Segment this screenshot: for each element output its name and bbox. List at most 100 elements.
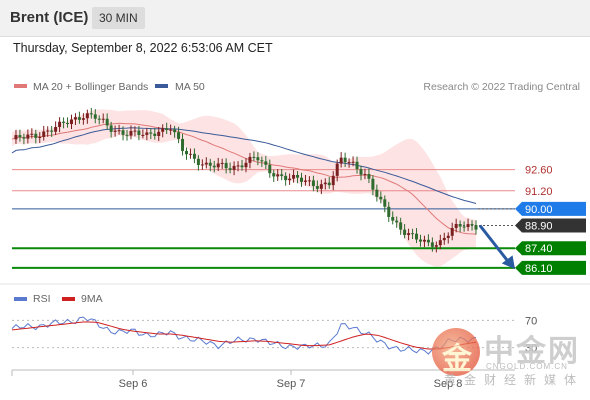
level-tag-88-90 [515,218,586,233]
candle-body [422,239,426,242]
timeframe-badge[interactable]: 30 MIN [92,7,145,29]
level-tag-87-40 [515,241,586,256]
candle-body [387,206,391,217]
rsi-ma-line [11,321,477,350]
candle-body [73,117,77,120]
legend-ma20-label: MA 20 + Bollinger Bands [33,81,148,93]
candle-body [228,168,232,170]
candle-body [85,113,89,119]
candle-body [161,128,165,132]
candle-body [379,196,383,200]
candle-body [204,162,208,165]
candle-body [280,174,284,176]
candle-body [184,150,188,155]
level-tag-90-00 [515,201,586,216]
candle-body [169,129,173,131]
candle-body [303,180,307,182]
candle-body [284,175,288,181]
watermark-url: CNGOLD.COM.CN [486,362,568,371]
candle-body [117,130,121,132]
candle-body [403,229,407,235]
projection-arrow-shaft [478,224,512,265]
candle-body [343,157,347,163]
legend-swatch-rsi [14,297,27,301]
candle-body [446,235,450,238]
candle-body [323,182,327,185]
candle-body [14,135,18,140]
candle-body [125,134,129,136]
candle-body [300,177,304,182]
projection-arrow-head-icon [501,255,515,270]
candle-body [268,164,272,174]
legend-swatch-rsi-ma [62,297,75,301]
candle-body [458,224,462,227]
candle-body [121,130,125,135]
candle-body [93,114,97,119]
chart-header: Brent (ICE) 30 MIN [0,0,590,37]
candle-body [359,169,363,175]
watermark-logo-icon: 金 [432,328,480,377]
candle-body [89,113,93,115]
candle-body [141,134,145,136]
candle-body [113,130,117,132]
candle-body [339,157,343,164]
candle-body [137,130,141,135]
candle-body [462,226,466,228]
candle-body [252,156,256,158]
candle-body [97,118,101,120]
candle-body [81,118,85,120]
level-label-92-60: 92.60 [525,165,553,177]
candle-body [327,182,331,186]
candle-body [383,199,387,207]
candle-body [232,165,236,170]
candle-body [69,119,73,125]
candle-body [363,174,367,176]
level-tag-text-88-90: 88.90 [525,221,553,233]
candle-body [407,233,411,235]
candle-body [411,233,415,235]
candle-body [77,117,81,120]
candle-body [236,165,240,167]
candle-body [426,239,430,243]
candle-body [292,174,296,179]
candle-body [149,132,153,134]
candle-body [375,189,379,197]
candle-body [474,225,478,230]
candle-body [192,153,196,159]
candle-body [66,122,70,125]
candle-body [399,222,403,230]
candle-body [129,130,133,136]
candle-body [216,163,220,168]
candle-body [296,174,300,178]
candle-body [22,137,26,139]
candle-body [430,242,434,247]
candle-body [415,233,419,240]
candle-body [248,156,252,163]
candle-body [212,165,216,168]
ma20-line [11,122,477,235]
level-tag-text-87-40: 87.40 [525,243,553,255]
candle-body [418,239,422,242]
candle-body [391,216,395,221]
level-label-91-20: 91.20 [525,186,553,198]
candle-body [34,133,38,138]
candle-body [50,130,54,132]
candle-body [260,160,264,162]
candle-body [240,165,244,168]
candle-body [331,175,335,186]
candle-body [54,126,58,132]
instrument-title: Brent (ICE) [10,9,89,26]
candle-body [200,164,204,166]
candle-body [367,174,371,179]
rsi-tick-70: 70 [525,315,537,327]
candle-body [454,224,458,228]
candle-body [307,180,311,182]
candle-body [288,178,292,181]
watermark: 金 中金网 CNGOLD.COM.CN 黄金财经新媒体 [432,326,590,388]
candle-body [109,125,113,132]
legend-swatch-ma50 [155,84,168,88]
watermark-tagline: 黄金财经新媒体 [444,373,585,387]
level-tag-text-86-10: 86.10 [525,263,553,275]
legend-ma50-label: MA 50 [175,81,205,93]
candle-body [18,135,22,138]
